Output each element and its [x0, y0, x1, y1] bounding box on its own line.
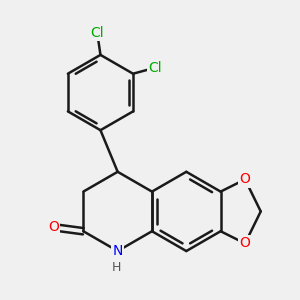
Text: H: H — [112, 261, 122, 274]
Text: Cl: Cl — [91, 26, 104, 40]
Text: O: O — [240, 172, 250, 186]
Text: Cl: Cl — [148, 61, 162, 75]
Text: O: O — [48, 220, 59, 234]
Text: N: N — [112, 244, 123, 258]
Text: O: O — [240, 236, 250, 250]
